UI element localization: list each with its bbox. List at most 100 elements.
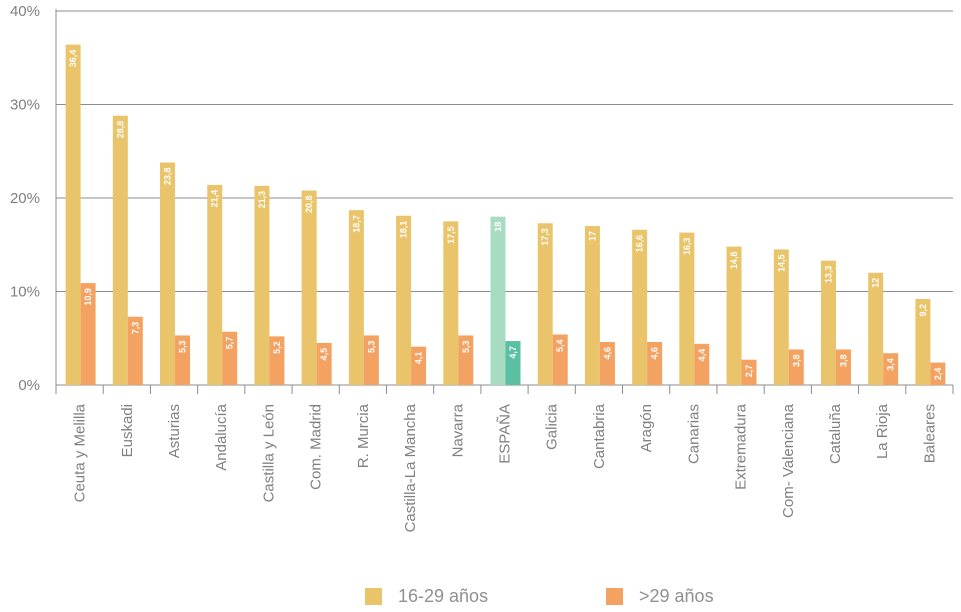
legend-item-series-1: 16-29 años (365, 586, 488, 607)
bar-series-1 (773, 249, 789, 385)
bar-series-1 (160, 162, 176, 385)
bar-series-2 (788, 349, 804, 385)
x-category-label: Ceuta y Melilla (72, 403, 89, 502)
x-category-label: Aragón (638, 404, 655, 452)
data-label: 9,2 (918, 304, 928, 317)
bar-series-1 (632, 229, 648, 385)
x-category-label: Asturias (166, 404, 183, 458)
data-label: 18,7 (351, 215, 361, 233)
data-label: 17 (587, 231, 597, 241)
bar-series-1 (537, 223, 553, 385)
x-category-label: Extremadura (733, 403, 750, 490)
bar-series-1 (584, 226, 600, 385)
y-tick-label: 30% (10, 97, 40, 114)
data-label: 17,3 (540, 228, 550, 246)
data-label: 5,4 (555, 340, 565, 353)
x-category-label: ESPAÑA (497, 404, 514, 464)
x-category-label: Euskadi (119, 404, 136, 457)
data-label: 5,3 (461, 340, 471, 353)
bar-series-2 (269, 336, 285, 385)
data-label: 2,7 (744, 365, 754, 378)
legend-label-series-2: >29 años (639, 586, 714, 606)
bar-series-1 (348, 210, 364, 385)
bar-series-2 (316, 342, 332, 385)
data-label: 23,8 (163, 167, 173, 185)
bar-series-1 (396, 215, 412, 385)
x-category-label: Canarias (685, 404, 702, 464)
bar-series-2 (647, 341, 663, 385)
x-category-label: Castilla-La Mancha (402, 403, 419, 532)
legend-label-series-1: 16-29 años (398, 586, 489, 606)
data-label: 3,8 (791, 354, 801, 367)
data-label: 14,8 (729, 252, 739, 270)
data-label: 7,3 (130, 322, 140, 335)
x-category-label: Cantabria (591, 403, 608, 469)
data-label: 5,7 (225, 337, 235, 350)
x-category-label: Com. Madrid (308, 404, 325, 490)
bar-series-2 (930, 362, 946, 385)
data-label: 4,1 (414, 352, 424, 365)
bar-series-2 (694, 343, 710, 385)
data-label: 28,8 (115, 121, 125, 139)
bar-series-2 (411, 346, 427, 385)
bar-series-2 (835, 349, 851, 385)
data-label: 5,2 (272, 341, 282, 354)
bar-series-2 (741, 359, 757, 385)
data-label: 4,7 (508, 346, 518, 359)
bar-series-2 (222, 331, 238, 385)
data-label: 4,6 (602, 347, 612, 360)
x-category-label: Galicia (544, 403, 561, 450)
bar-series-2 (127, 316, 143, 385)
data-label: 5,3 (178, 340, 188, 353)
bar-series-2 (80, 283, 96, 385)
data-label: 36,4 (68, 50, 78, 68)
data-label: 16,6 (635, 235, 645, 253)
bar-series-2 (363, 335, 379, 385)
bar-series-1 (868, 272, 884, 385)
data-label: 21,3 (257, 191, 267, 209)
bar-series-1 (726, 246, 742, 385)
bar-series-1 (915, 298, 931, 385)
bar-series-2 (599, 341, 615, 385)
x-category-label: R. Murcia (355, 403, 372, 468)
y-tick-label: 0% (18, 377, 40, 394)
bar-series-1 (112, 115, 128, 385)
data-label: 14,5 (776, 254, 786, 272)
bar-series-1 (65, 44, 81, 385)
data-label: 5,3 (366, 340, 376, 353)
y-tick-label: 20% (10, 190, 40, 207)
legend-swatch-series-2 (606, 588, 623, 605)
x-category-label: La Rioja (874, 403, 891, 459)
bar-series-2 (552, 334, 568, 385)
bar-series-1 (301, 190, 317, 385)
y-tick-label: 40% (10, 3, 40, 20)
bar-series-1 (443, 221, 459, 385)
x-category-label: Castilla y León (260, 404, 277, 502)
bar-series-1 (254, 185, 270, 385)
bar-series-2 (883, 353, 899, 385)
bar-series-1 (679, 232, 695, 385)
data-label: 4,4 (697, 349, 707, 362)
x-category-label: Andalucía (213, 403, 230, 470)
data-label: 16,3 (682, 238, 692, 256)
data-label: 18,1 (399, 221, 409, 239)
data-label: 3,4 (886, 358, 896, 371)
bar-series-1 (207, 184, 223, 385)
bar-series-2 (175, 335, 191, 385)
data-label: 12 (871, 278, 881, 288)
x-category-label: Navarra (449, 403, 466, 457)
x-category-label: Baleares (921, 404, 938, 463)
x-category-label: Com- Valenciana (780, 403, 797, 518)
legend-swatch-series-1 (365, 588, 382, 605)
bar-series-1 (820, 260, 836, 385)
data-label: 13,3 (823, 266, 833, 284)
bar-series-2 (505, 341, 521, 385)
data-label: 4,6 (650, 347, 660, 360)
data-label: 3,8 (838, 354, 848, 367)
data-label: 4,5 (319, 348, 329, 361)
y-tick-label: 10% (10, 284, 40, 301)
data-label: 17,5 (446, 226, 456, 244)
bar-series-2 (458, 335, 474, 385)
x-category-label: Cataluña (827, 403, 844, 464)
